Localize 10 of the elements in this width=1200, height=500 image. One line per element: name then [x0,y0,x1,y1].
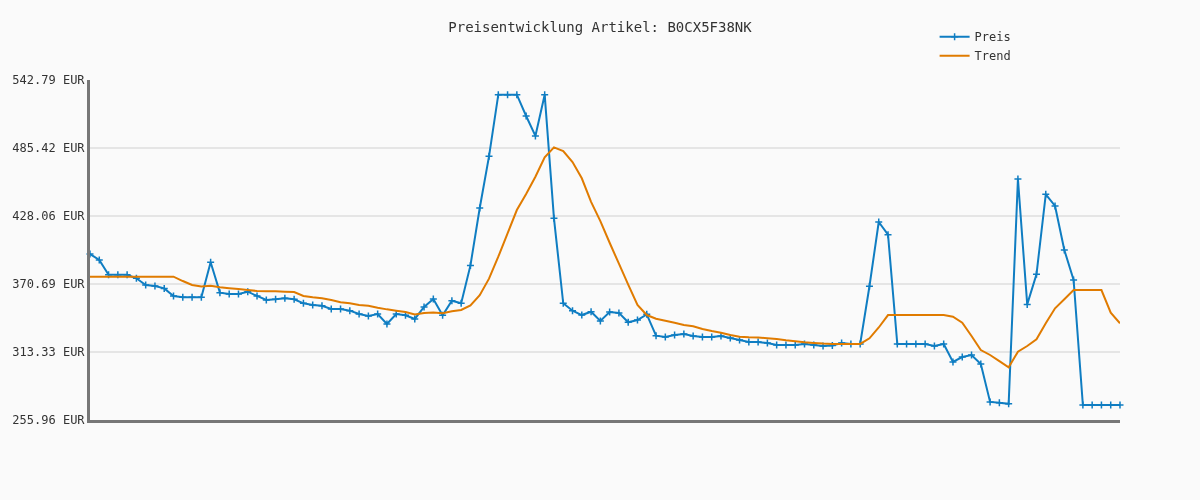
y-tick-label: 428.06 EUR [12,209,86,224]
legend-label: Trend [974,49,1011,64]
y-tick-label: 542.79 EUR [12,73,86,88]
legend-label: Preis [974,30,1011,45]
chart-title: Preisentwicklung Artikel: B0CX5F38NK [448,19,753,36]
y-tick-label: 313.33 EUR [12,345,86,360]
y-tick-label: 370.69 EUR [12,277,86,292]
line-series [90,146,1120,369]
y-tick-label: 255.96 EUR [12,413,86,428]
y-tick-label: 485.42 EUR [12,141,86,156]
